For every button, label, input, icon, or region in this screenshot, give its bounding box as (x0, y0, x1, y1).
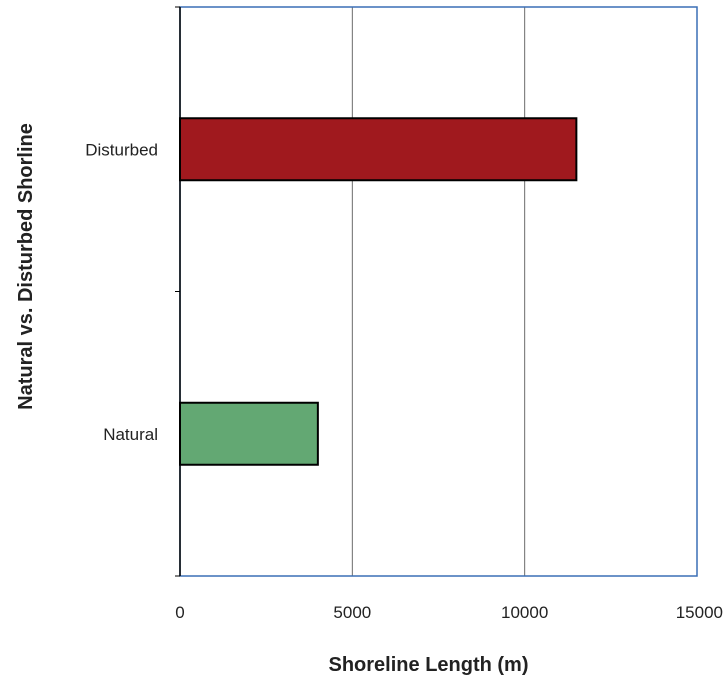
x-axis-title: Shoreline Length (m) (329, 654, 529, 676)
y-tick-labels: Natural Disturbed (85, 140, 158, 444)
x-tick-label: 5000 (333, 603, 371, 622)
x-tick-labels: 0 5000 10000 15000 (175, 603, 723, 622)
plot-area-border (179, 6, 698, 577)
x-tick-label: 10000 (501, 603, 548, 622)
y-axis-ticks (175, 6, 180, 577)
bars (179, 117, 578, 466)
y-tick-label: Disturbed (85, 140, 158, 159)
x-tick-label: 0 (175, 603, 184, 622)
bar-disturbed (179, 117, 578, 182)
x-tick-label: 15000 (676, 603, 723, 622)
y-axis-title: Natural vs. Disturbed Shorline (15, 123, 37, 410)
y-tick-label: Natural (103, 425, 158, 444)
gridlines (351, 7, 526, 576)
bar-natural (179, 401, 319, 466)
